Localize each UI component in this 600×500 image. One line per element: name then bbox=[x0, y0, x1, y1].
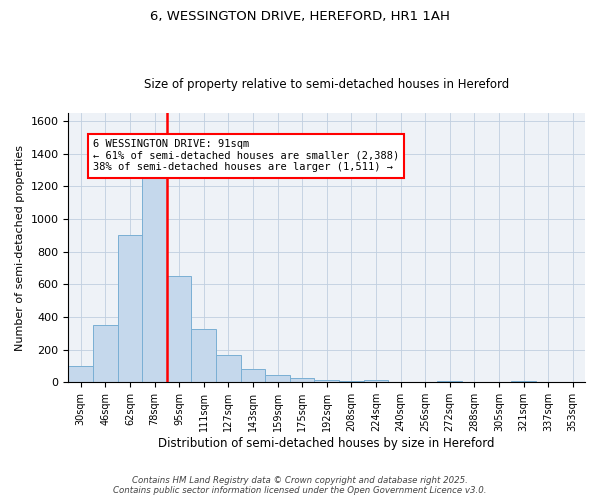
Bar bbox=[216, 356, 241, 382]
Bar bbox=[437, 381, 462, 382]
Bar bbox=[191, 329, 216, 382]
Bar bbox=[241, 369, 265, 382]
Bar bbox=[314, 380, 339, 382]
Bar bbox=[265, 375, 290, 382]
Bar bbox=[118, 236, 142, 382]
X-axis label: Distribution of semi-detached houses by size in Hereford: Distribution of semi-detached houses by … bbox=[158, 437, 495, 450]
Title: Size of property relative to semi-detached houses in Hereford: Size of property relative to semi-detach… bbox=[144, 78, 509, 91]
Bar bbox=[511, 381, 536, 382]
Text: 6, WESSINGTON DRIVE, HEREFORD, HR1 1AH: 6, WESSINGTON DRIVE, HEREFORD, HR1 1AH bbox=[150, 10, 450, 23]
Bar bbox=[68, 366, 93, 382]
Bar bbox=[93, 325, 118, 382]
Bar bbox=[290, 378, 314, 382]
Text: 6 WESSINGTON DRIVE: 91sqm
← 61% of semi-detached houses are smaller (2,388)
38% : 6 WESSINGTON DRIVE: 91sqm ← 61% of semi-… bbox=[93, 139, 399, 172]
Bar bbox=[364, 380, 388, 382]
Bar bbox=[167, 276, 191, 382]
Text: Contains HM Land Registry data © Crown copyright and database right 2025.
Contai: Contains HM Land Registry data © Crown c… bbox=[113, 476, 487, 495]
Bar bbox=[142, 170, 167, 382]
Y-axis label: Number of semi-detached properties: Number of semi-detached properties bbox=[15, 144, 25, 350]
